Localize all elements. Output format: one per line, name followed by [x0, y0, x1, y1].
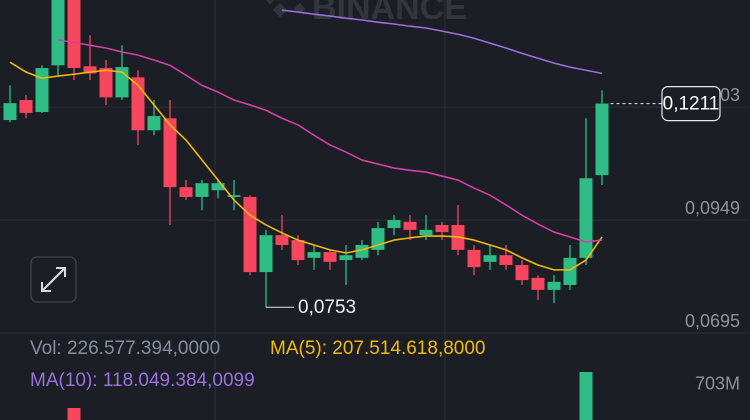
ma-layer — [9, 9, 603, 271]
candle-body — [259, 235, 273, 273]
candle-body — [323, 252, 337, 262]
volume-tick-label: 703M — [695, 374, 740, 394]
watermark: BINANCE — [264, 0, 467, 27]
candle-body — [3, 103, 17, 121]
candle-layer — [3, 0, 609, 308]
candle-body — [227, 195, 241, 197]
volume-legend: MA(5): 207.514.618,8000 — [270, 338, 486, 359]
watermark-text: BINANCE — [312, 0, 467, 27]
candle-body — [179, 187, 193, 197]
candle-body — [163, 118, 177, 188]
low-marker-label: 0,0753 — [298, 297, 356, 318]
candle-body — [51, 0, 65, 66]
candle-body — [579, 178, 593, 258]
candle-body — [499, 255, 513, 265]
candle-body — [419, 229, 433, 236]
volume-bar — [67, 408, 81, 420]
y-tick-label: 0,0695 — [685, 311, 740, 331]
ma-line — [57, 39, 603, 243]
candle-body — [547, 281, 561, 290]
candle-body — [291, 240, 305, 261]
y-tick-label: 0,0949 — [685, 198, 740, 218]
candle-body — [595, 103, 609, 176]
volume-legend: Vol: 226.577.394,0000 — [30, 338, 220, 359]
last-price-box — [661, 85, 721, 122]
candle-body — [83, 66, 97, 74]
expand-icon — [41, 267, 66, 292]
candle-body — [275, 235, 289, 245]
candle-body — [483, 255, 497, 262]
candle-body — [211, 183, 225, 191]
candle-body — [99, 68, 113, 98]
expand-button[interactable] — [30, 256, 77, 303]
candle-body — [243, 196, 257, 273]
volume-layer — [67, 372, 593, 420]
candle-body — [307, 252, 321, 258]
candle-body — [387, 220, 401, 229]
candle-body — [339, 255, 353, 261]
ma-line — [281, 9, 603, 75]
grid-layer — [0, 106, 750, 334]
ma-line — [9, 61, 603, 271]
volume-legend: MA(10): 118.049.384,0099 — [30, 370, 255, 391]
candle-body — [35, 68, 49, 113]
last-price-label: 0,1211 — [663, 94, 720, 115]
candle-body — [435, 224, 449, 233]
volume-bar — [579, 372, 593, 420]
candle-body — [147, 116, 161, 131]
candle-body — [531, 277, 545, 290]
candle-body — [403, 221, 417, 230]
candle-body — [195, 183, 209, 197]
candle-body — [467, 249, 481, 268]
candle-body — [67, 0, 81, 69]
candle-body — [19, 100, 33, 113]
candle-body — [563, 257, 577, 285]
candle-body — [515, 264, 529, 281]
